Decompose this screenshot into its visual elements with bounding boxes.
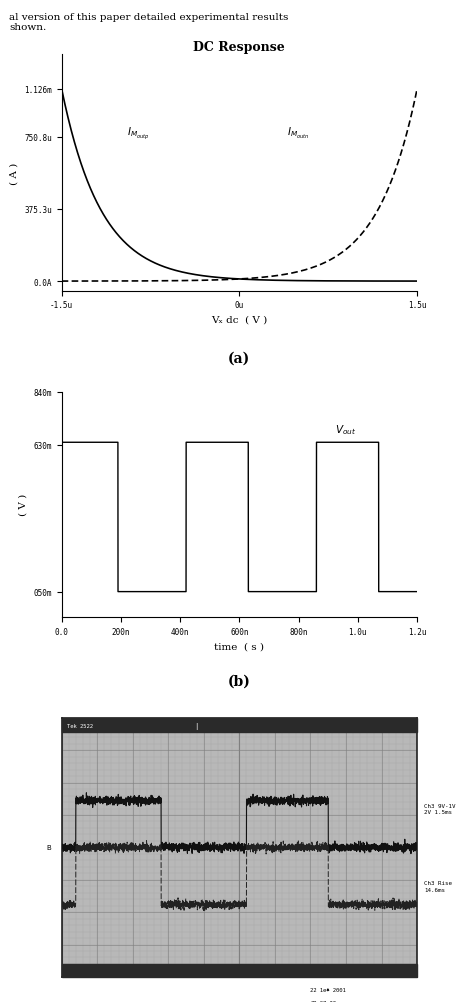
Text: (a): (a) <box>228 352 250 366</box>
X-axis label: Vₓ dc  ( V ): Vₓ dc ( V ) <box>211 316 267 325</box>
Text: B: B <box>46 845 51 851</box>
Text: Tek 2522: Tek 2522 <box>67 722 93 727</box>
Title: DC Response: DC Response <box>193 41 285 54</box>
Bar <box>62 964 417 977</box>
Bar <box>62 718 417 732</box>
Text: al version of this paper detailed experimental results
shown.: al version of this paper detailed experi… <box>9 13 289 32</box>
Y-axis label: ( A ): ( A ) <box>9 162 18 184</box>
Y-axis label: ( V ): ( V ) <box>19 494 28 516</box>
Text: Ch3 9V-1V
2V 1.5ms: Ch3 9V-1V 2V 1.5ms <box>424 803 456 815</box>
Text: $I_{M_{outn}}$: $I_{M_{outn}}$ <box>287 126 310 141</box>
Text: $I_{M_{outp}}$: $I_{M_{outp}}$ <box>127 126 149 142</box>
Text: 22:07:22: 22:07:22 <box>310 1000 337 1002</box>
X-axis label: time  ( s ): time ( s ) <box>214 641 264 650</box>
Text: (b): (b) <box>228 673 251 687</box>
Text: $V_{out}$: $V_{out}$ <box>336 423 356 437</box>
Text: 22 1e♠ 2001: 22 1e♠ 2001 <box>310 987 346 992</box>
Text: |: | <box>195 721 198 728</box>
Text: Ch3 Rise
14.6ms: Ch3 Rise 14.6ms <box>424 881 452 892</box>
